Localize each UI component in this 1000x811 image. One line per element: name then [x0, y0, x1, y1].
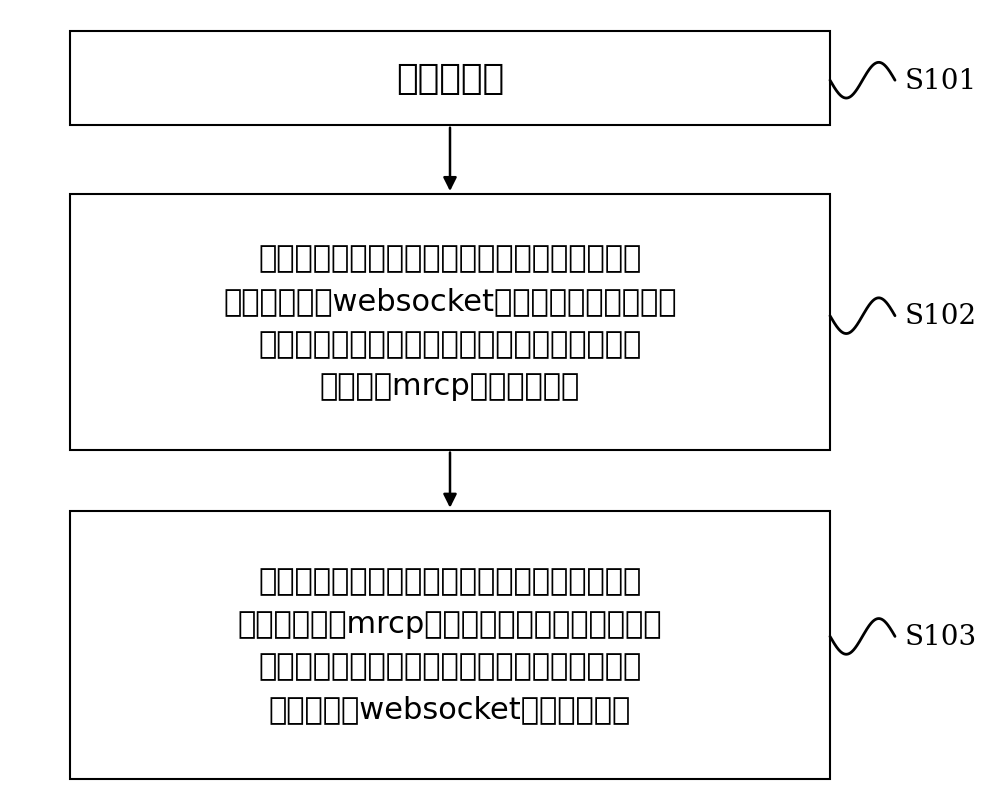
Bar [70, 511, 830, 779]
Text: S103: S103 [905, 623, 977, 650]
Text: 在所述信息为第二信息的情况下，将所述第二信
息转换为基于mrcp协议的信息，并发送至所述移
动终端，所述第二信息为所述智能语音交互系统
发出的基于websock: 在所述信息为第二信息的情况下，将所述第二信 息转换为基于mrcp协议的信息，并发… [238, 566, 662, 723]
Text: S102: S102 [905, 303, 977, 330]
Bar [70, 32, 830, 126]
Text: 接收信息；: 接收信息； [396, 62, 504, 96]
Bar [70, 195, 830, 450]
Text: 在所述信息为第一信息的情况下，将所述第一信
息转换为基于websocket协议的信息，并发送至
智能语音交互系统，所述第一信息为移动终端发
出的基于mrcp协议: 在所述信息为第一信息的情况下，将所述第一信 息转换为基于websocket协议的… [223, 244, 677, 401]
Text: S101: S101 [905, 67, 977, 95]
